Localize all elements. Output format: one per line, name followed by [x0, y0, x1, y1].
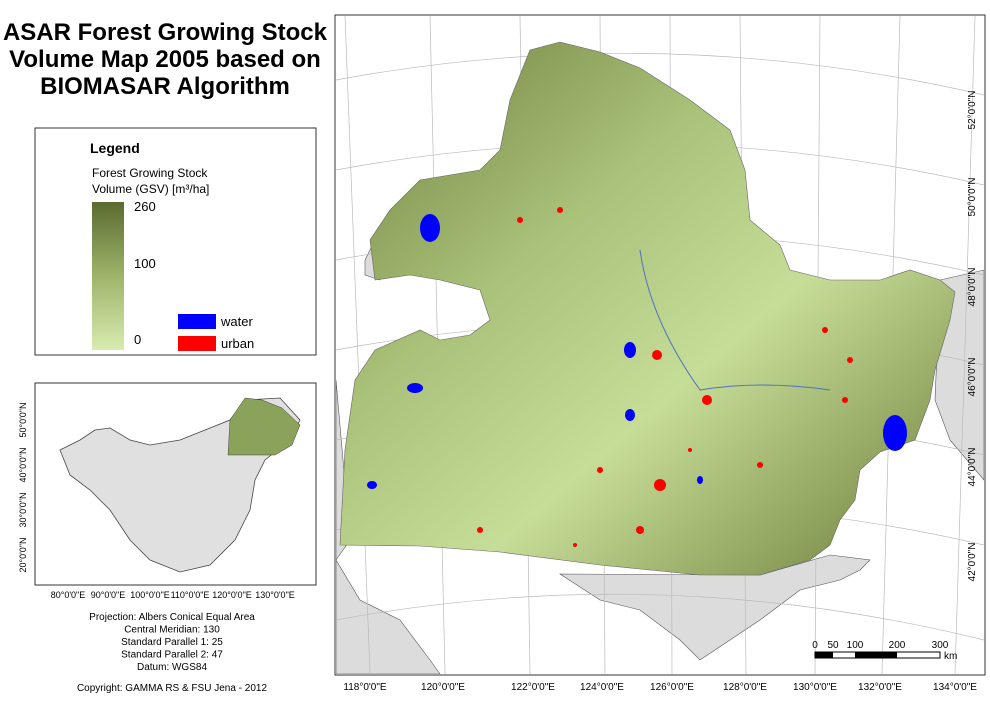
color-ramp: [92, 202, 124, 350]
scale-label: 200: [889, 640, 906, 651]
map-content: [336, 16, 984, 674]
inset-lat-label: 50°0'0"N: [18, 402, 28, 437]
inset-lon-label: 100°0'0"E: [130, 590, 170, 600]
inset-lat-label: 20°0'0"N: [18, 537, 28, 572]
title-line: ASAR Forest Growing Stock: [3, 19, 328, 46]
lon-label: 126°0'0"E: [650, 682, 694, 693]
inset-lon-label: 130°0'0"E: [255, 590, 295, 600]
scale-label: 0: [812, 640, 818, 651]
ramp-label: 260: [134, 199, 156, 214]
lon-label: 122°0'0"E: [511, 682, 555, 693]
lon-label: 132°0'0"E: [858, 682, 902, 693]
scale-label: 50: [827, 640, 839, 651]
lat-label: 52°0'0"N: [967, 91, 978, 130]
lon-label: 128°0'0"E: [723, 682, 767, 693]
lon-label: 120°0'0"E: [421, 682, 465, 693]
lat-label: 46°0'0"N: [967, 358, 978, 397]
lat-label: 50°0'0"N: [967, 178, 978, 217]
legend-title: Legend: [90, 140, 140, 156]
ramp-label: 100: [134, 256, 156, 271]
projection-line: Central Meridian: 130: [124, 625, 220, 636]
inset-lon-label: 80°0'0"E: [51, 590, 86, 600]
scale-unit: km: [944, 651, 957, 662]
lat-label: 42°0'0"N: [967, 543, 978, 582]
scale-label: 300: [932, 640, 949, 651]
inset-lat-label: 30°0'0"N: [18, 492, 28, 527]
inset-lon-label: 90°0'0"E: [91, 590, 126, 600]
lon-label: 124°0'0"E: [580, 682, 624, 693]
legend-label: Volume (GSV) [m³/ha]: [92, 182, 209, 196]
scale-bar-seg: [815, 652, 833, 658]
title-line: BIOMASAR Algorithm: [40, 73, 290, 100]
lon-label: 118°0'0"E: [343, 682, 387, 693]
scale-bar-seg: [855, 652, 897, 658]
inset-lon-label: 120°0'0"E: [212, 590, 252, 600]
legend-class-label: water: [220, 314, 253, 329]
lat-label: 44°0'0"N: [967, 448, 978, 487]
inset-lon-label: 110°0'0"E: [171, 590, 210, 600]
lon-label: 130°0'0"E: [793, 682, 837, 693]
legend-box: [34, 127, 317, 356]
projection-line: Standard Parallel 1: 25: [121, 637, 223, 648]
legend-swatch: [178, 314, 216, 329]
legend-label: Forest Growing Stock: [92, 166, 208, 180]
projection-line: Standard Parallel 2: 47: [121, 650, 223, 661]
legend-swatch: [178, 336, 216, 351]
lon-label: 134°0'0"E: [933, 682, 977, 693]
scale-label: 100: [847, 640, 864, 651]
lat-label: 48°0'0"N: [967, 268, 978, 307]
title-line: Volume Map 2005 based on: [9, 46, 321, 73]
copyright: Copyright: GAMMA RS & FSU Jena - 2012: [77, 683, 268, 694]
legend-class-label: urban: [221, 336, 254, 351]
inset-lat-label: 40°0'0"N: [18, 447, 28, 482]
ramp-label: 0: [134, 332, 141, 347]
inset-study-area: [227, 397, 301, 456]
projection-line: Datum: WGS84: [137, 662, 207, 673]
projection-line: Projection: Albers Conical Equal Area: [89, 612, 255, 623]
